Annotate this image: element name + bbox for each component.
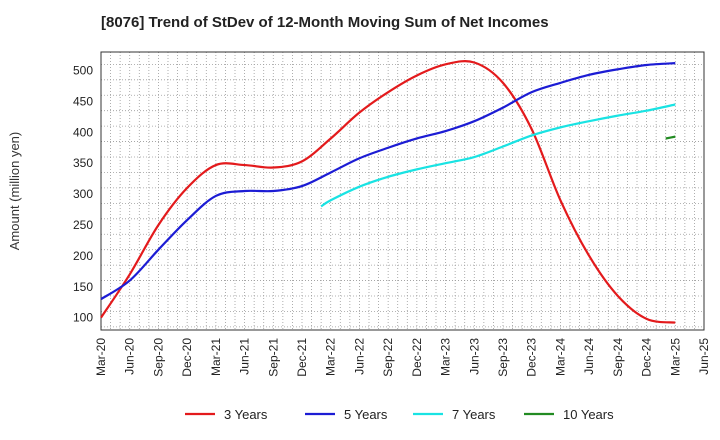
x-axis-ticks: Mar-20 Jun-20 Sep-20 Dec-20 Mar-21 Jun-21 Sep-… <box>94 338 711 377</box>
x-tick-label: Mar-25 <box>668 338 682 376</box>
y-tick-label: 350 <box>73 156 93 170</box>
x-tick-label: Mar-24 <box>553 338 567 376</box>
grid <box>100 52 705 330</box>
x-tick-label: Sep-21 <box>266 338 280 377</box>
series-line <box>100 62 676 301</box>
legend-label: 5 Years <box>344 407 388 422</box>
x-tick-label: Sep-22 <box>381 338 395 377</box>
plot-area <box>100 51 705 331</box>
x-tick-label: Sep-23 <box>496 338 510 377</box>
y-tick-label: 500 <box>73 64 93 78</box>
y-tick-label: 100 <box>73 311 93 325</box>
legend-label: 10 Years <box>563 407 614 422</box>
x-tick-label: Sep-24 <box>611 338 625 377</box>
x-tick-label: Dec-22 <box>410 338 424 377</box>
x-tick-label: Jun-24 <box>582 338 596 375</box>
legend-label: 3 Years <box>224 407 268 422</box>
y-tick-label: 250 <box>73 218 93 232</box>
y-tick-label: 200 <box>73 249 93 263</box>
x-tick-label: Jun-23 <box>467 338 481 375</box>
y-tick-label: 450 <box>73 94 93 108</box>
x-tick-label: Mar-23 <box>439 338 453 376</box>
y-tick-label: 150 <box>73 280 93 294</box>
y-tick-label: 300 <box>73 187 93 201</box>
x-tick-label: Jun-20 <box>123 338 137 375</box>
x-tick-label: Mar-20 <box>94 338 108 376</box>
chart-title: [8076] Trend of StDev of 12-Month Moving… <box>101 14 549 31</box>
series-line <box>320 103 676 208</box>
legend-label: 7 Years <box>452 407 496 422</box>
y-axis-title: Amount (million yen) <box>7 132 22 251</box>
series-line <box>665 135 676 140</box>
x-tick-label: Jun-21 <box>238 338 252 375</box>
x-tick-label: Mar-21 <box>209 338 223 376</box>
x-tick-label: Dec-21 <box>295 338 309 377</box>
x-tick-label: Dec-20 <box>180 338 194 377</box>
series-group <box>100 60 676 324</box>
x-tick-label: Sep-20 <box>151 338 165 377</box>
x-tick-label: Mar-22 <box>324 338 338 376</box>
x-tick-label: Dec-24 <box>640 338 654 377</box>
x-tick-label: Dec-23 <box>525 338 539 377</box>
x-tick-label: Jun-25 <box>697 338 711 375</box>
y-axis-ticks: 100 150 200 250 300 350 400 450 500 <box>73 64 93 325</box>
legend: 3 Years 5 Years 7 Years 10 Years <box>185 407 614 422</box>
x-tick-label: Jun-22 <box>352 338 366 375</box>
series-line <box>100 60 676 324</box>
y-tick-label: 400 <box>73 125 93 139</box>
